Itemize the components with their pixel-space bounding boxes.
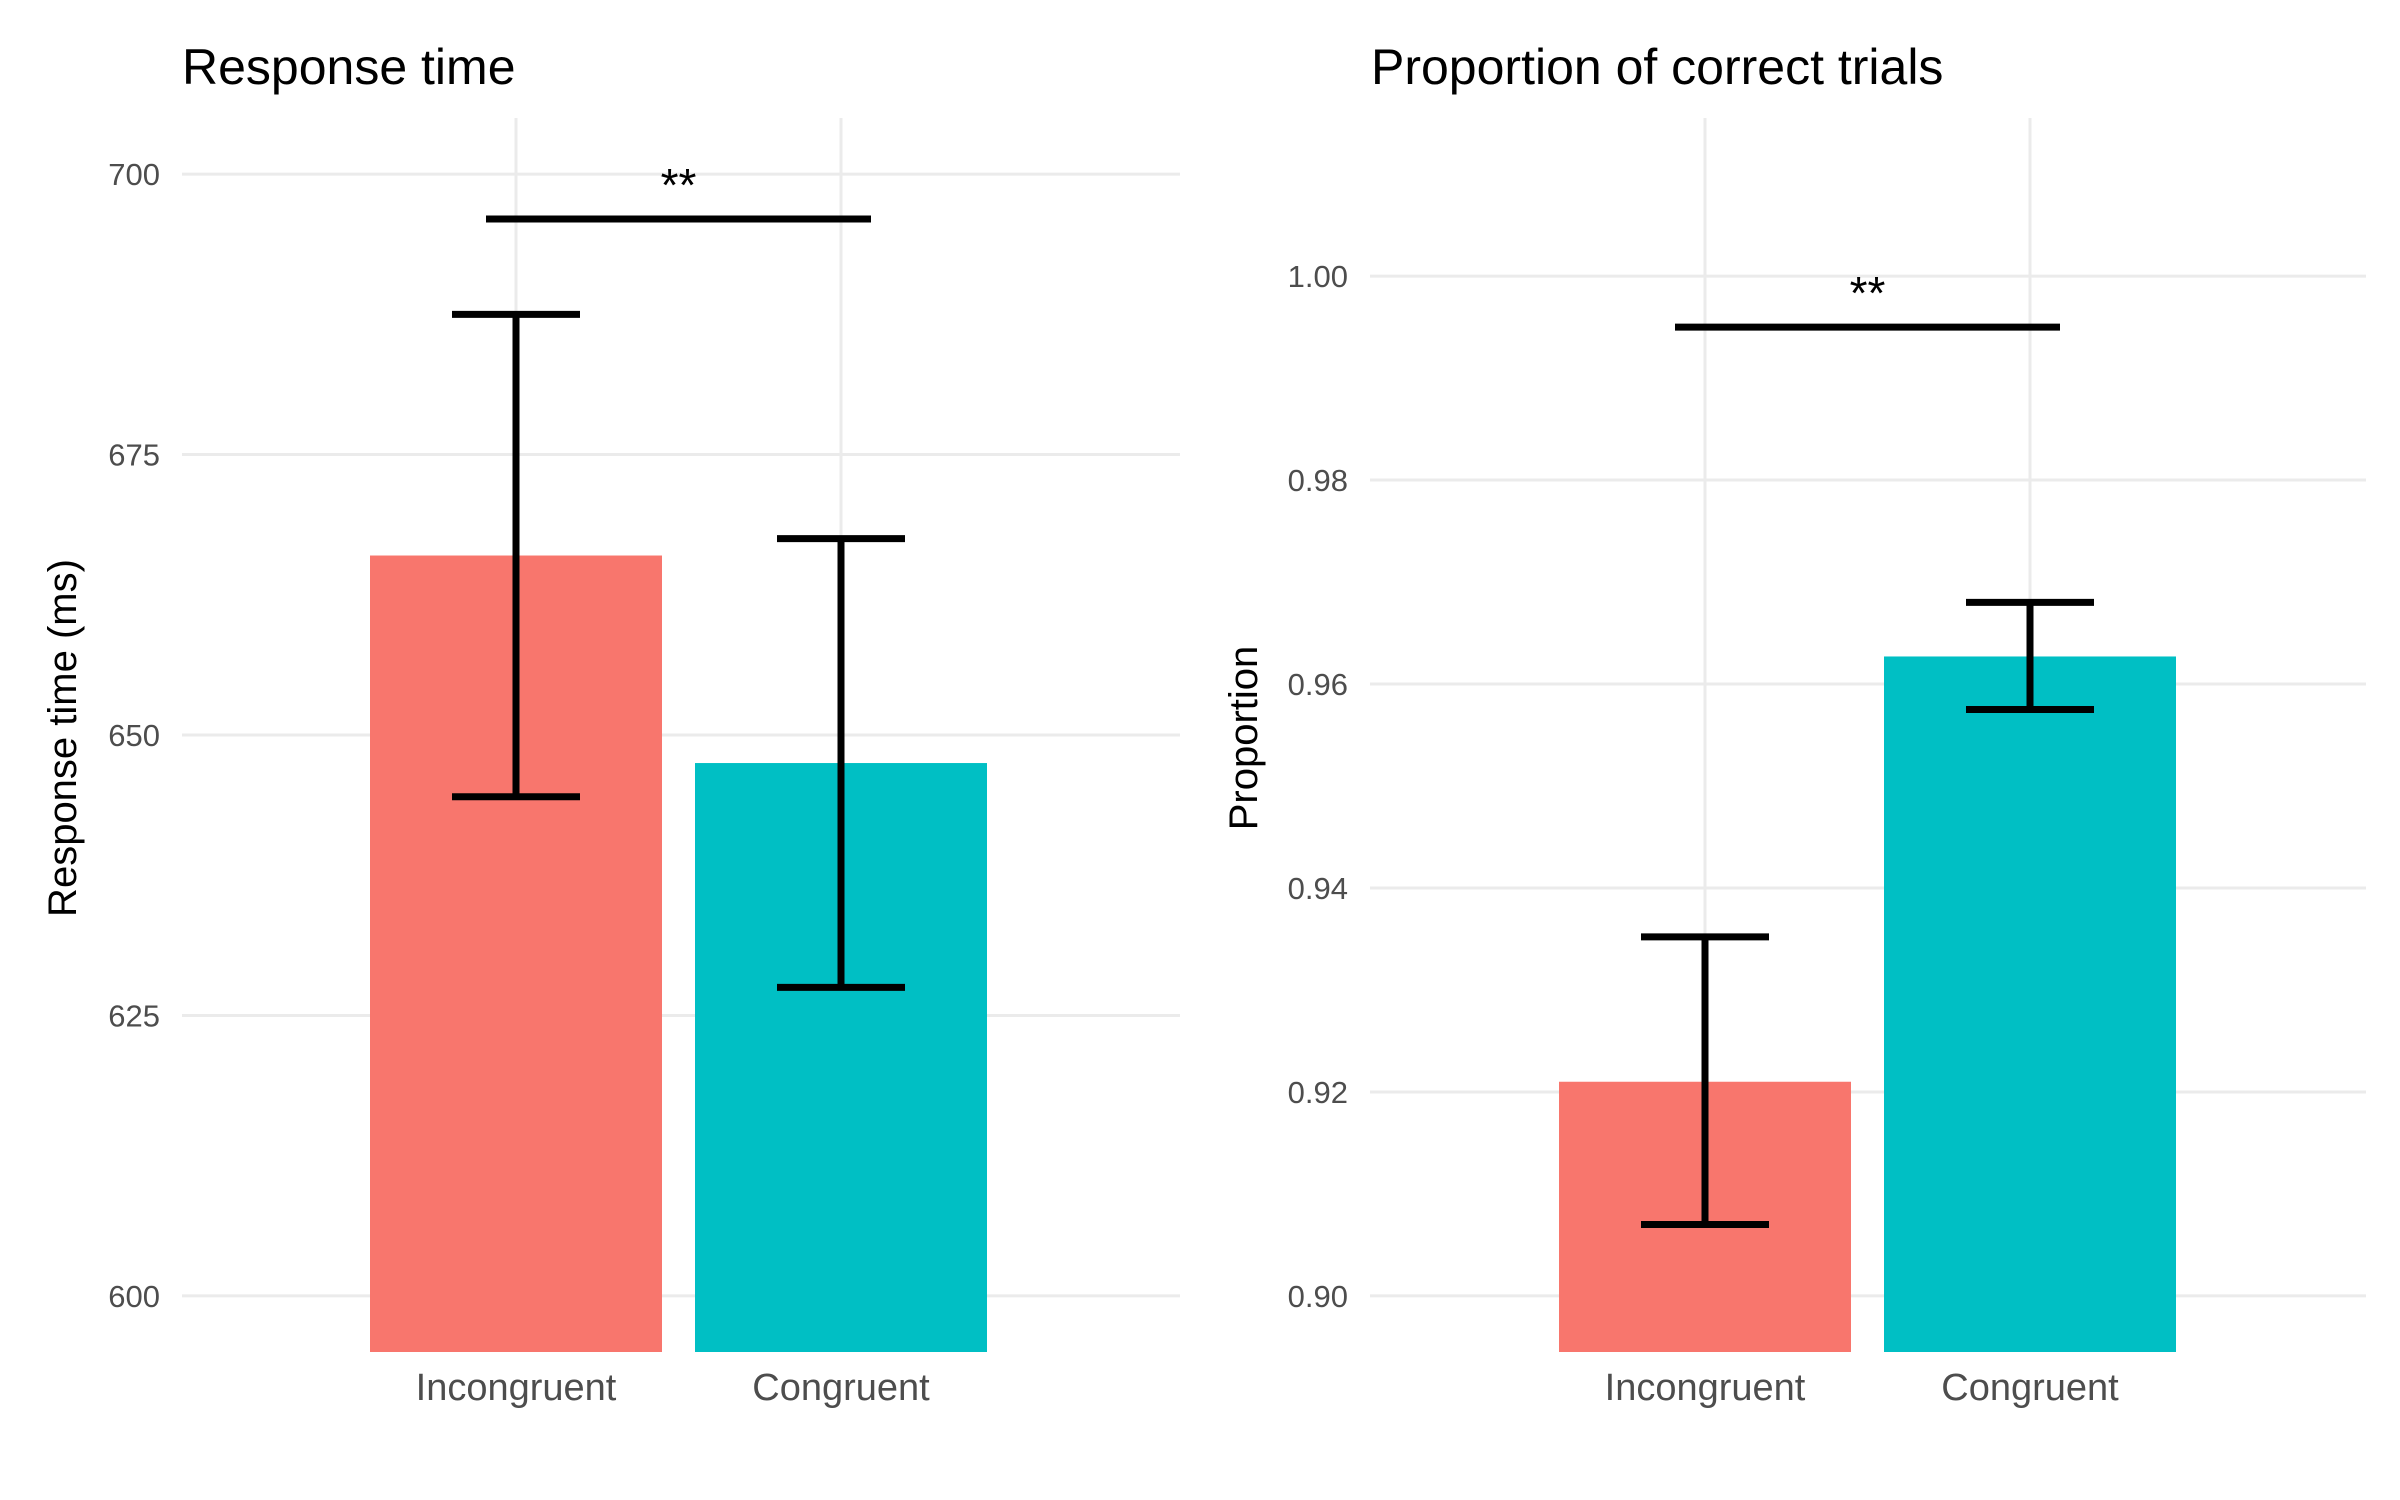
y-tick-label: 0.90 bbox=[1288, 1279, 1348, 1314]
bars bbox=[1559, 656, 2176, 1352]
y-tick-label: 625 bbox=[108, 998, 160, 1033]
panel-title: Proportion of correct trials bbox=[1371, 39, 1943, 95]
x-tick-label: Incongruent bbox=[1605, 1367, 1806, 1409]
significance-label: ** bbox=[661, 159, 697, 211]
panel-response-time: Response time Response time (ms) 6006256… bbox=[41, 39, 1180, 1409]
error-bar-congruent bbox=[1966, 598, 2094, 714]
significance: ** bbox=[1675, 267, 2060, 331]
x-tick-label: Incongruent bbox=[416, 1367, 617, 1409]
y-axis-label: Response time (ms) bbox=[41, 559, 85, 917]
panel-proportion-correct: Proportion of correct trials Proportion … bbox=[1222, 39, 2366, 1409]
bars bbox=[370, 555, 987, 1352]
significance: ** bbox=[486, 159, 871, 223]
y-tick-label: 700 bbox=[108, 157, 160, 192]
y-tick-label: 1.00 bbox=[1288, 259, 1348, 294]
error-bars bbox=[452, 310, 905, 991]
y-tick-label: 650 bbox=[108, 718, 160, 753]
y-tick-label: 600 bbox=[108, 1279, 160, 1314]
panel-title: Response time bbox=[182, 39, 516, 95]
y-tick-label: 675 bbox=[108, 438, 160, 473]
significance-label: ** bbox=[1850, 267, 1886, 319]
grid bbox=[182, 118, 1180, 1352]
y-ticks: 0.90 0.92 0.94 0.96 0.98 1.00 bbox=[1288, 259, 1348, 1314]
y-tick-label: 0.92 bbox=[1288, 1075, 1348, 1110]
error-bar-incongruent bbox=[1641, 933, 1769, 1229]
bar-congruent bbox=[1884, 656, 2176, 1352]
error-bar-congruent bbox=[777, 535, 905, 991]
x-ticks: Incongruent Congruent bbox=[1605, 1367, 2120, 1409]
error-bars bbox=[1641, 598, 2094, 1229]
x-ticks: Incongruent Congruent bbox=[416, 1367, 931, 1409]
y-tick-label: 0.98 bbox=[1288, 463, 1348, 498]
y-tick-label: 0.94 bbox=[1288, 871, 1348, 906]
y-ticks: 600 625 650 675 700 bbox=[108, 157, 160, 1314]
y-tick-label: 0.96 bbox=[1288, 667, 1348, 702]
x-tick-label: Congruent bbox=[1941, 1367, 2119, 1409]
error-bar-incongruent bbox=[452, 310, 580, 801]
y-axis-label: Proportion bbox=[1222, 646, 1266, 831]
x-tick-label: Congruent bbox=[752, 1367, 930, 1409]
